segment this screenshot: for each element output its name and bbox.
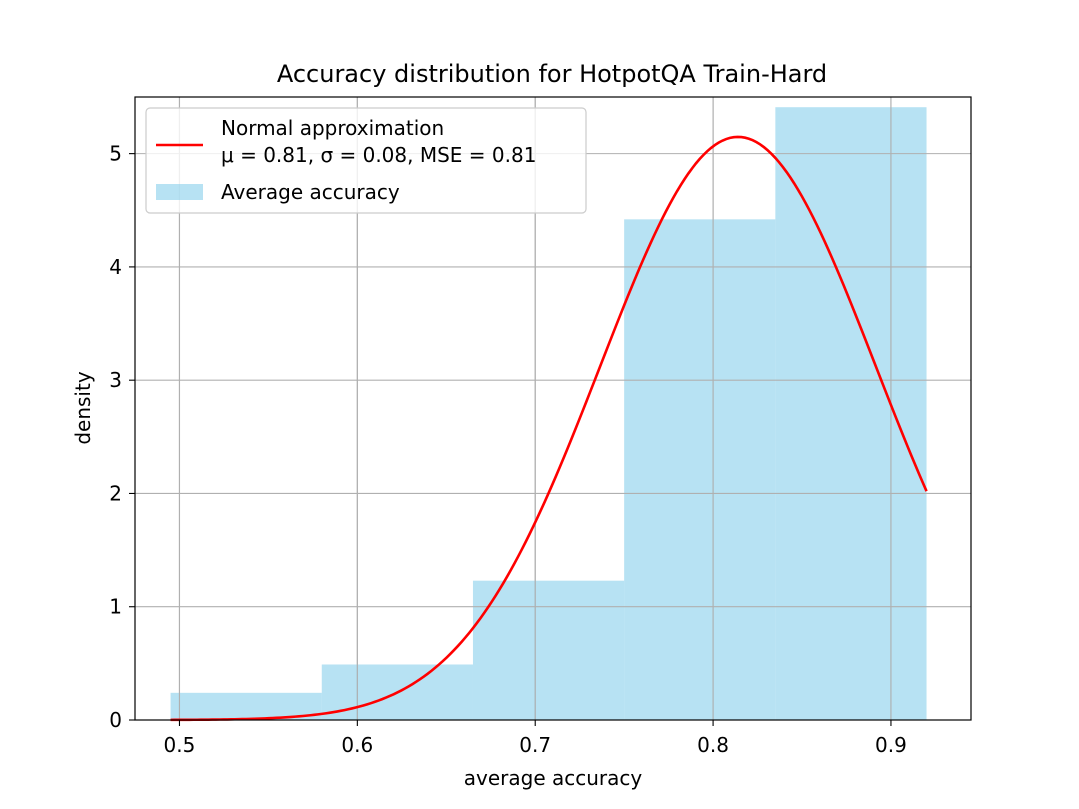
legend: Normal approximation μ = 0.81, σ = 0.08,… [145,107,587,214]
histogram-bar-3 [624,219,776,721]
x-tick-label-0: 0.5 [164,733,196,757]
x-axis-ticks: 0.5 0.6 0.7 0.8 0.9 [164,720,907,757]
y-axis-ticks: 0 1 2 3 4 5 [109,142,135,732]
x-tick-label-4: 0.9 [875,733,907,757]
y-tick-label-2: 2 [109,481,122,505]
normal-curve [170,135,928,722]
histogram-bar-4 [775,107,927,721]
plot-frame [134,96,972,721]
y-tick-label-3: 3 [109,368,122,392]
legend-label-curve-params: μ = 0.81, σ = 0.08, MSE = 0.81 [221,143,536,167]
x-tick-label-2: 0.7 [519,733,551,757]
x-tick-label-1: 0.6 [341,733,373,757]
y-tick-label-1: 1 [109,595,122,619]
legend-box [145,107,587,214]
y-axis-label: density [71,371,95,444]
x-axis-label: average accuracy [464,766,643,790]
histogram-bar-2 [472,580,625,720]
legend-label-histogram: Average accuracy [221,180,400,204]
y-tick-label-0: 0 [109,708,122,732]
x-tick-label-3: 0.8 [697,733,729,757]
chart-title: Accuracy distribution for HotpotQA Train… [277,60,827,88]
y-tick-label-4: 4 [109,255,122,279]
histogram-bars [170,107,927,721]
y-tick-label-5: 5 [109,142,122,166]
legend-swatch-histogram [156,184,203,200]
legend-label-curve: Normal approximation [221,116,444,140]
